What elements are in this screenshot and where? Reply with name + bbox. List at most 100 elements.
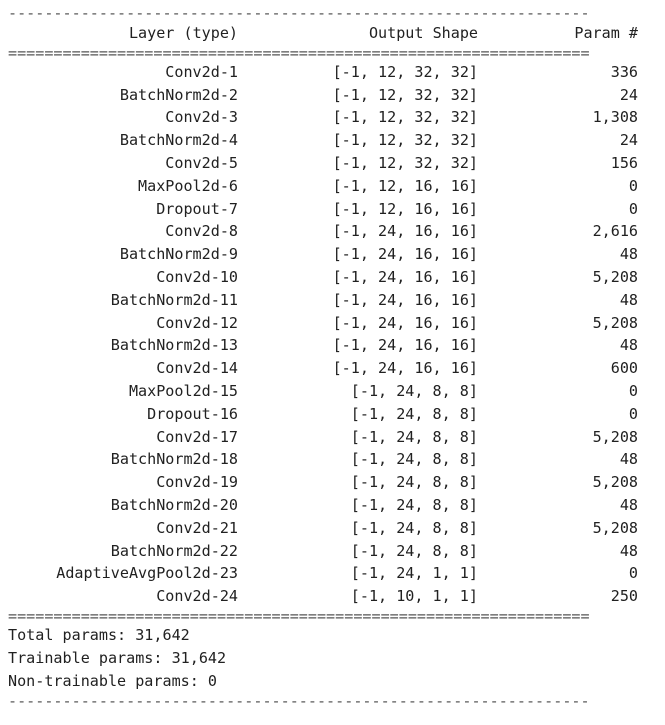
param-totals: Total params: 31,642 Trainable params: 3… xyxy=(8,624,658,692)
param-count: 48 xyxy=(619,290,638,309)
param-count: 5,208 xyxy=(592,427,638,446)
param-count: 48 xyxy=(619,245,638,264)
table-row: BatchNorm2d-18 [-1, 24, 8, 8] 48 xyxy=(8,448,658,471)
trainable-params: Trainable params: 31,642 xyxy=(8,648,227,667)
table-row: Conv2d-17 [-1, 24, 8, 8] 5,208 xyxy=(8,426,658,449)
layer-name: BatchNorm2d-9 xyxy=(119,245,238,264)
param-count: 48 xyxy=(619,450,638,469)
layer-name: Conv2d-8 xyxy=(165,222,238,241)
equals-divider-footer: ========================================… xyxy=(8,607,590,624)
layer-name: Dropout-7 xyxy=(156,199,238,218)
output-shape: [-1, 12, 32, 32] xyxy=(332,131,478,150)
layer-name: Conv2d-12 xyxy=(156,313,238,332)
layer-name: AdaptiveAvgPool2d-23 xyxy=(56,564,238,583)
output-shape: [-1, 24, 16, 16] xyxy=(332,222,478,241)
layer-name: Conv2d-19 xyxy=(156,473,238,492)
layer-name: Conv2d-10 xyxy=(156,267,238,286)
layer-name: Conv2d-14 xyxy=(156,359,238,378)
param-count: 0 xyxy=(628,176,638,195)
table-row: Conv2d-19 [-1, 24, 8, 8] 5,208 xyxy=(8,471,658,494)
output-shape: [-1, 24, 8, 8] xyxy=(350,427,478,446)
layer-name: BatchNorm2d-2 xyxy=(119,85,238,104)
param-count: 5,208 xyxy=(592,267,638,286)
table-row: Conv2d-21 [-1, 24, 8, 8] 5,208 xyxy=(8,517,658,540)
layer-name: Conv2d-1 xyxy=(165,62,238,81)
param-count: 24 xyxy=(619,85,638,104)
param-count: 5,208 xyxy=(592,313,638,332)
table-row: BatchNorm2d-2 [-1, 12, 32, 32] 24 xyxy=(8,84,658,107)
table-row: Conv2d-8 [-1, 24, 16, 16] 2,616 xyxy=(8,220,658,243)
output-shape: [-1, 24, 8, 8] xyxy=(350,495,478,514)
model-summary: ----------------------------------------… xyxy=(8,4,658,710)
equals-divider-header: ========================================… xyxy=(8,44,590,61)
non-trainable-params: Non-trainable params: 0 xyxy=(8,671,218,690)
table-row: BatchNorm2d-9 [-1, 24, 16, 16] 48 xyxy=(8,243,658,266)
layer-name: BatchNorm2d-22 xyxy=(110,541,238,560)
table-row: Conv2d-5 [-1, 12, 32, 32] 156 xyxy=(8,152,658,175)
output-shape: [-1, 24, 16, 16] xyxy=(332,290,478,309)
output-shape: [-1, 12, 32, 32] xyxy=(332,62,478,81)
param-count: 336 xyxy=(610,62,638,81)
header-layer-type: Layer (type) xyxy=(128,24,238,42)
param-count: 24 xyxy=(619,131,638,150)
layer-name: Dropout-16 xyxy=(147,404,238,423)
param-count: 0 xyxy=(628,381,638,400)
param-count: 5,208 xyxy=(592,473,638,492)
table-row: Dropout-16 [-1, 24, 8, 8] 0 xyxy=(8,403,658,426)
table-row: Conv2d-1 [-1, 12, 32, 32] 336 xyxy=(8,61,658,84)
dash-divider-bottom: ----------------------------------------… xyxy=(8,692,590,711)
param-count: 250 xyxy=(610,587,638,606)
table-header: Layer (type) Output Shape Param # xyxy=(8,22,658,45)
param-count: 5,208 xyxy=(592,518,638,537)
param-count: 48 xyxy=(619,495,638,514)
table-row: BatchNorm2d-20 [-1, 24, 8, 8] 48 xyxy=(8,494,658,517)
table-row: BatchNorm2d-22 [-1, 24, 8, 8] 48 xyxy=(8,540,658,563)
output-shape: [-1, 10, 1, 1] xyxy=(350,587,478,606)
output-shape: [-1, 24, 8, 8] xyxy=(350,473,478,492)
param-count: 0 xyxy=(628,564,638,583)
param-count: 0 xyxy=(628,404,638,423)
table-row: Conv2d-24 [-1, 10, 1, 1] 250 xyxy=(8,585,658,608)
param-count: 48 xyxy=(619,541,638,560)
layer-name: BatchNorm2d-18 xyxy=(110,450,238,469)
table-row: Conv2d-10 [-1, 24, 16, 16] 5,208 xyxy=(8,266,658,289)
output-shape: [-1, 24, 1, 1] xyxy=(350,564,478,583)
output-shape: [-1, 12, 32, 32] xyxy=(332,153,478,172)
output-shape: [-1, 24, 8, 8] xyxy=(350,541,478,560)
table-row: Dropout-7 [-1, 12, 16, 16] 0 xyxy=(8,198,658,221)
table-row: Conv2d-12 [-1, 24, 16, 16] 5,208 xyxy=(8,312,658,335)
layer-name: Conv2d-3 xyxy=(165,108,238,127)
layer-name: Conv2d-21 xyxy=(156,518,238,537)
table-row: MaxPool2d-6 [-1, 12, 16, 16] 0 xyxy=(8,175,658,198)
layer-name: Conv2d-24 xyxy=(156,587,238,606)
param-count: 156 xyxy=(610,153,638,172)
layer-name: BatchNorm2d-4 xyxy=(119,131,238,150)
layer-name: MaxPool2d-6 xyxy=(138,176,238,195)
output-shape: [-1, 24, 16, 16] xyxy=(332,336,478,355)
table-row: BatchNorm2d-4 [-1, 12, 32, 32] 24 xyxy=(8,129,658,152)
output-shape: [-1, 24, 8, 8] xyxy=(350,450,478,469)
table-row: AdaptiveAvgPool2d-23 [-1, 24, 1, 1] 0 xyxy=(8,562,658,585)
output-shape: [-1, 12, 16, 16] xyxy=(332,176,478,195)
header-param-count: Param # xyxy=(574,24,638,42)
layer-name: Conv2d-17 xyxy=(156,427,238,446)
layer-rows: Conv2d-1 [-1, 12, 32, 32] 336 BatchNorm2d-2… xyxy=(8,61,658,608)
param-count: 600 xyxy=(610,359,638,378)
output-shape: [-1, 24, 16, 16] xyxy=(332,245,478,264)
layer-name: BatchNorm2d-11 xyxy=(110,290,238,309)
table-row: BatchNorm2d-11 [-1, 24, 16, 16] 48 xyxy=(8,289,658,312)
layer-name: BatchNorm2d-20 xyxy=(110,495,238,514)
layer-name: MaxPool2d-15 xyxy=(128,381,238,400)
output-shape: [-1, 24, 8, 8] xyxy=(350,518,478,537)
output-shape: [-1, 24, 8, 8] xyxy=(350,381,478,400)
dash-divider-top: ----------------------------------------… xyxy=(8,4,590,22)
table-row: Conv2d-14 [-1, 24, 16, 16] 600 xyxy=(8,357,658,380)
output-shape: [-1, 24, 16, 16] xyxy=(332,359,478,378)
output-shape: [-1, 24, 16, 16] xyxy=(332,267,478,286)
param-count: 1,308 xyxy=(592,108,638,127)
layer-name: BatchNorm2d-13 xyxy=(110,336,238,355)
output-shape: [-1, 24, 16, 16] xyxy=(332,313,478,332)
total-params: Total params: 31,642 xyxy=(8,625,190,644)
header-output-shape: Output Shape xyxy=(368,24,478,42)
output-shape: [-1, 12, 16, 16] xyxy=(332,199,478,218)
